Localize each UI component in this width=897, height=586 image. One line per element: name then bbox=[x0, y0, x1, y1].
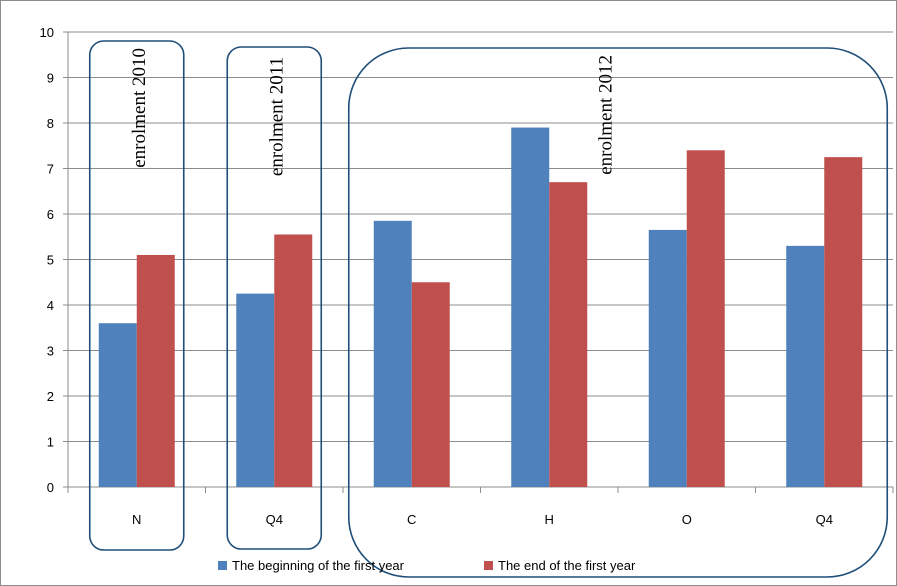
legend-label-beginning: The beginning of the first year bbox=[232, 558, 405, 573]
group-label: enrolment 2011 bbox=[267, 57, 288, 176]
y-tick-label: 5 bbox=[47, 253, 54, 268]
bar-end-3 bbox=[549, 182, 588, 487]
bar-end-1 bbox=[274, 234, 313, 487]
group-boxes: enrolment 2010 enrolment 2011 enrolment 20… bbox=[88, 40, 889, 578]
bars bbox=[98, 127, 863, 488]
category-label: C bbox=[407, 512, 416, 527]
bar-end-5 bbox=[824, 157, 863, 487]
category-label: Q4 bbox=[266, 512, 283, 527]
y-tick-label: 1 bbox=[47, 435, 54, 450]
group-box bbox=[88, 40, 185, 551]
y-tick-label: 9 bbox=[47, 71, 54, 86]
y-tick-label: 6 bbox=[47, 207, 54, 222]
legend: The beginning of the first year The end … bbox=[218, 558, 636, 573]
legend-swatch-end bbox=[484, 561, 493, 570]
category-label: H bbox=[545, 512, 554, 527]
bar-end-0 bbox=[136, 254, 175, 487]
legend-label-end: The end of the first year bbox=[498, 558, 636, 573]
bar-beginning-3 bbox=[511, 127, 550, 488]
y-tick-label: 2 bbox=[47, 389, 54, 404]
legend-swatch-beginning bbox=[218, 561, 227, 570]
group-box bbox=[347, 47, 889, 578]
gridlines bbox=[63, 31, 894, 493]
category-label: O bbox=[682, 512, 692, 527]
y-tick-label: 4 bbox=[47, 298, 54, 313]
y-tick-label: 0 bbox=[47, 480, 54, 495]
bar-beginning-2 bbox=[373, 220, 412, 487]
y-tick-label: 7 bbox=[47, 162, 54, 177]
bar-end-2 bbox=[411, 282, 450, 487]
group-label: enrolment 2010 bbox=[129, 48, 150, 168]
category-labels: N Q4 C H O Q4 bbox=[132, 512, 833, 527]
axes bbox=[67, 32, 893, 488]
bar-end-4 bbox=[686, 150, 725, 488]
y-tick-label: 3 bbox=[47, 344, 54, 359]
y-tick-label: 8 bbox=[47, 116, 54, 131]
bar-beginning-1 bbox=[236, 293, 275, 487]
category-label: N bbox=[132, 512, 141, 527]
bar-beginning-4 bbox=[648, 229, 687, 488]
bar-beginning-5 bbox=[786, 245, 825, 487]
group-box bbox=[226, 46, 323, 550]
y-tick-label: 10 bbox=[40, 25, 54, 40]
group-label: enrolment 2012 bbox=[595, 55, 616, 175]
y-tick-labels: 0 1 2 3 4 5 6 7 8 9 10 bbox=[40, 25, 54, 495]
category-label: Q4 bbox=[816, 512, 833, 527]
bar-beginning-0 bbox=[98, 323, 137, 487]
